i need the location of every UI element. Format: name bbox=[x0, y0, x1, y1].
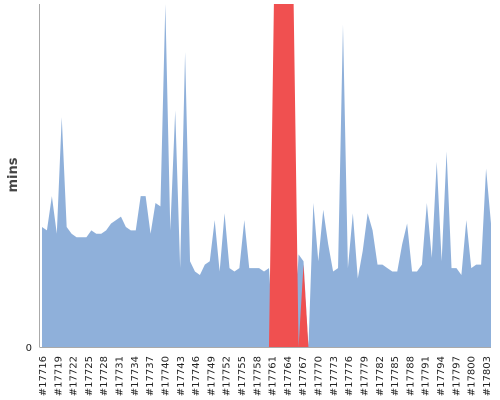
x-tick-label: #17740 bbox=[161, 356, 172, 396]
plot-area bbox=[42, 4, 491, 347]
y-tick-label: 0 bbox=[26, 343, 32, 354]
x-tick-label: #17761 bbox=[268, 356, 279, 396]
x-tick-label: #17725 bbox=[84, 356, 95, 396]
series-area-blue bbox=[42, 4, 491, 347]
x-tick-labels: #17716 #17719 #17722 #17725 #17728 #17731 #177… bbox=[38, 356, 493, 396]
x-tick-label: #17719 bbox=[53, 356, 64, 396]
x-tick-label: #17752 bbox=[222, 356, 233, 396]
x-tick-label: #17755 bbox=[237, 356, 248, 396]
x-tick-label: #17734 bbox=[130, 356, 141, 396]
x-tick-label: #17743 bbox=[176, 356, 187, 396]
x-tick-label: #17737 bbox=[145, 356, 156, 396]
x-tick-label: #17773 bbox=[329, 356, 340, 396]
x-tick-label: #17782 bbox=[375, 356, 386, 396]
y-axis-label: mins bbox=[6, 157, 21, 192]
x-tick-label: #17731 bbox=[115, 356, 126, 396]
x-tick-label: #17767 bbox=[298, 356, 309, 396]
x-tick-label: #17791 bbox=[421, 356, 432, 396]
x-tick-label: #17794 bbox=[436, 356, 447, 396]
x-tick-label: #17758 bbox=[252, 356, 263, 396]
x-tick-label: #17776 bbox=[344, 356, 355, 396]
x-tick-label: #17764 bbox=[283, 356, 294, 396]
x-tick-label: #17749 bbox=[206, 356, 217, 396]
x-tick-label: #17785 bbox=[390, 356, 401, 396]
x-tick-label: #17728 bbox=[99, 356, 110, 396]
x-tick-label: #17716 bbox=[38, 356, 49, 396]
x-tick-label: #17770 bbox=[314, 356, 325, 396]
x-tick-label: #17746 bbox=[191, 356, 202, 396]
x-tick-label: #17779 bbox=[359, 356, 370, 396]
x-tick-label: #17803 bbox=[482, 356, 493, 396]
x-tick-label: #17800 bbox=[467, 356, 478, 396]
x-tick-label: #17722 bbox=[69, 356, 80, 396]
x-tick-label: #17797 bbox=[451, 356, 462, 396]
x-tick-label: #17788 bbox=[405, 356, 416, 396]
